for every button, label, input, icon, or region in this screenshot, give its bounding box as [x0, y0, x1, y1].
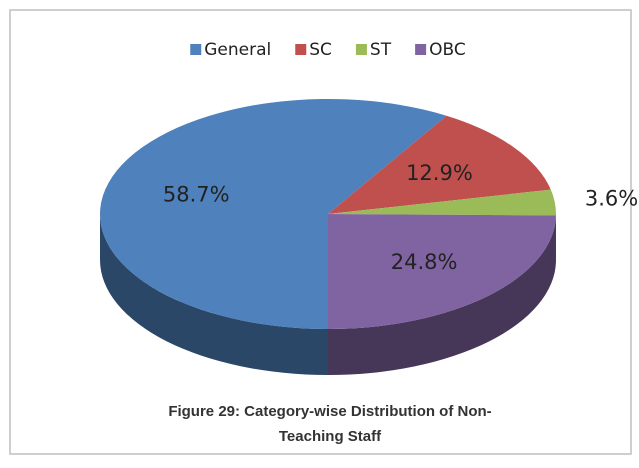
pie-tops — [99, 98, 556, 330]
pie-slice — [328, 214, 556, 329]
legend-swatch — [415, 44, 427, 55]
legend-label: General — [204, 40, 271, 60]
legend-label: SC — [309, 40, 332, 60]
pie-slice-side — [328, 215, 556, 375]
pie-slice — [99, 98, 447, 330]
legend: General SC ST OBC — [190, 40, 466, 60]
pie-slice — [328, 115, 551, 214]
legend-swatch — [190, 44, 202, 55]
data-label: 12.9% — [406, 161, 473, 185]
legend-label: OBC — [429, 40, 466, 60]
data-label: 58.7% — [163, 182, 230, 206]
chart-title: Figure 29: Category-wise Distribution of… — [168, 403, 491, 420]
legend-swatch — [355, 44, 367, 55]
pie-sides — [100, 214, 556, 375]
legend-label: ST — [370, 40, 392, 60]
pie-slice — [328, 189, 556, 216]
data-label: 3.6% — [585, 187, 638, 211]
chart-title: Teaching Staff — [279, 428, 382, 445]
legend-swatch — [295, 44, 307, 55]
data-label: 24.8% — [391, 250, 458, 274]
pie-slice-side — [100, 214, 328, 375]
